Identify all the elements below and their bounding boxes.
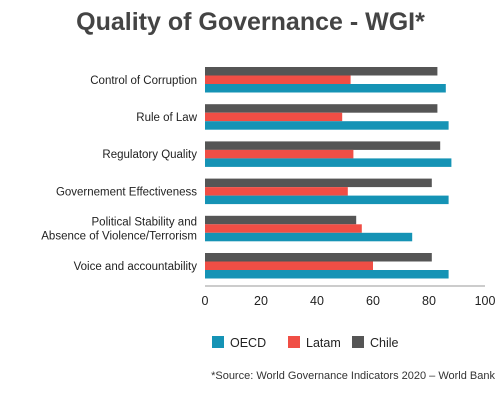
category-label: Rule of Law	[136, 112, 197, 124]
category-labels: Control of Corruption Rule of Law Regulato…	[41, 75, 197, 273]
x-tick-label: 60	[366, 294, 380, 308]
x-tick-label: 0	[202, 294, 209, 308]
legend-swatch-latam	[288, 336, 300, 348]
x-tick-label: 100	[475, 294, 496, 308]
bar-chile-political-stability-and-absence-of-violence-terrorism	[205, 215, 357, 225]
legend: OECD Latam Chile	[212, 336, 399, 350]
category-label: Absence of Violence/Terrorism	[41, 231, 197, 243]
bar-latam-control-of-corruption	[205, 75, 351, 84]
bar-latam-political-stability-and-absence-of-violence-terrorism	[205, 224, 362, 233]
category-label: Political Stability and	[92, 217, 197, 229]
bar-latam-regulatory-quality	[205, 149, 354, 159]
legend-swatch-oecd	[212, 336, 224, 348]
category-label: Control of Corruption	[90, 75, 197, 87]
legend-label-latam: Latam	[306, 336, 341, 350]
x-tick-label: 80	[422, 294, 436, 308]
bars-group	[205, 67, 452, 279]
bar-latam-rule-of-law	[205, 112, 343, 122]
x-tick-labels: 0 20 40 60 80 100	[202, 294, 496, 308]
bar-oecd-rule-of-law	[205, 121, 449, 130]
chart-title: Quality of Governance - WGI*	[76, 8, 425, 36]
category-label: Governement Effectiveness	[56, 186, 197, 198]
legend-swatch-chile	[352, 336, 364, 348]
bar-chile-voice-and-accountability	[205, 253, 432, 262]
bar-chile-rule-of-law	[205, 104, 438, 113]
bar-latam-voice-and-accountability	[205, 261, 373, 270]
bar-chile-regulatory-quality	[205, 141, 441, 150]
x-tick-label: 20	[254, 294, 268, 308]
bar-chile-control-of-corruption	[205, 67, 438, 76]
legend-label-chile: Chile	[370, 336, 399, 350]
bar-oecd-governement-effectiveness	[205, 195, 449, 205]
category-label: Regulatory Quality	[102, 149, 197, 161]
x-tick-label: 40	[310, 294, 324, 308]
legend-label-oecd: OECD	[230, 336, 266, 350]
bar-oecd-political-stability-and-absence-of-violence-terrorism	[205, 232, 413, 242]
bar-oecd-regulatory-quality	[205, 158, 452, 167]
bar-oecd-voice-and-accountability	[205, 270, 449, 279]
bar-chile-governement-effectiveness	[205, 178, 432, 188]
bar-latam-governement-effectiveness	[205, 187, 348, 196]
category-label: Voice and accountability	[74, 261, 198, 273]
bar-oecd-control-of-corruption	[205, 84, 446, 93]
source-note: *Source: World Governance Indicators 202…	[211, 370, 495, 382]
